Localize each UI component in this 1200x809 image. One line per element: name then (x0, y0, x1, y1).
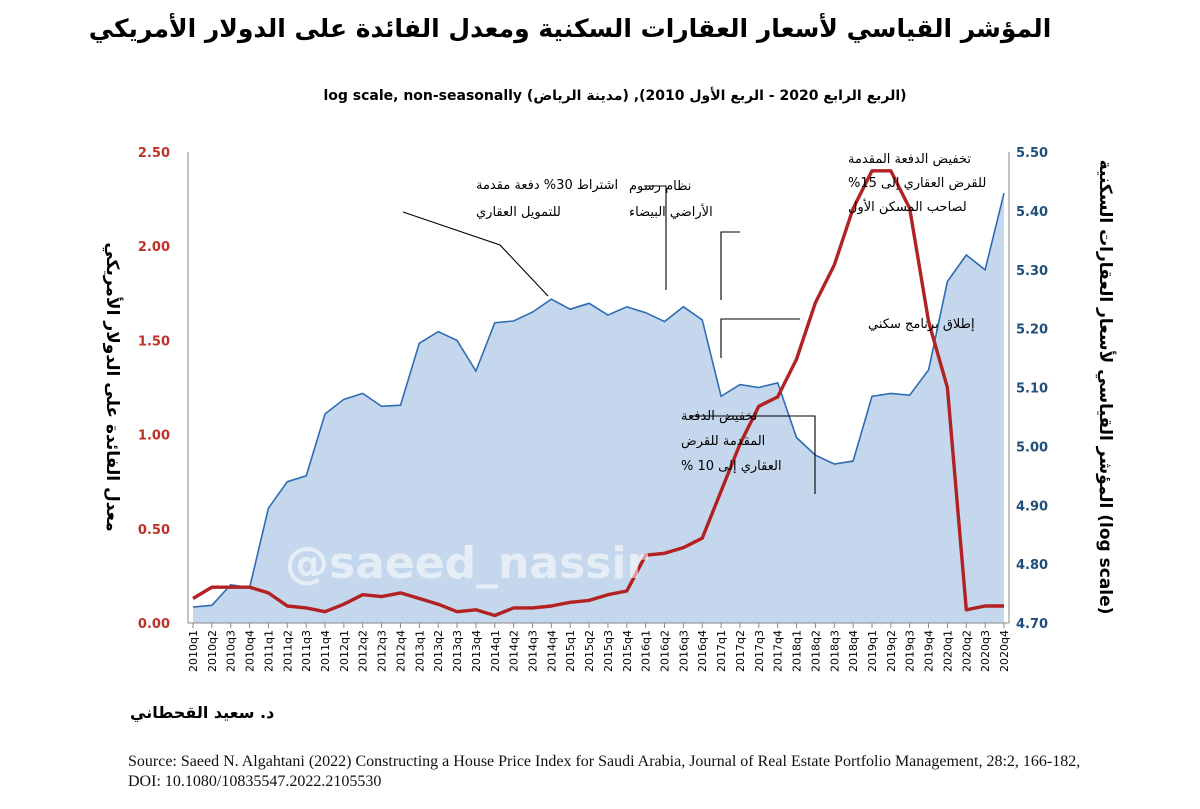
chart-title: المؤشر القياسي لأسعار العقارات السكنية و… (88, 14, 1052, 43)
x-tick-label: 2010q1 (187, 630, 200, 672)
x-tick-label: 2012q1 (338, 630, 351, 672)
left-tick-label: 0.50 (138, 523, 170, 538)
right-tick-label: 5.10 (1016, 382, 1048, 397)
x-tick-label: 2012q3 (376, 630, 389, 672)
chart-subtitle: log scale, non-seasonally (مدينة الرياض)… (323, 88, 907, 104)
watermark: @saeed_nassir (285, 538, 649, 589)
x-tick-label: 2013q4 (470, 630, 483, 672)
x-tick-label: 2019q1 (866, 630, 879, 672)
x-tick-label: 2020q1 (941, 630, 954, 672)
x-tick-label: 2014q3 (527, 630, 540, 672)
annotation-whiteland-line: الأراضي البيضاء (629, 203, 713, 220)
x-tick-label: 2011q4 (319, 630, 332, 672)
annotation-leader-10pct (690, 415, 816, 494)
x-tick-label: 2013q3 (451, 630, 464, 672)
author-name: د. سعيد القحطاني (130, 703, 275, 722)
x-tick-label: 2018q3 (828, 630, 841, 672)
annotation-whiteland-line: نظام رسوم (629, 179, 691, 194)
x-tick-label: 2015q4 (621, 630, 634, 672)
annotation-down15-line: لصاحب المسكن الأول (848, 198, 967, 215)
x-tick-label: 2014q4 (545, 630, 558, 672)
chart-area: 0.00 0.50 1.00 1.50 2.00 2.50 4.70 4.80 4.90 5.00… (102, 146, 1116, 672)
x-tick-label: 2013q2 (432, 630, 445, 672)
annotation-leader-30pct (402, 211, 549, 297)
x-tick-label: 2011q1 (262, 630, 275, 672)
right-tick-label: 4.70 (1016, 617, 1048, 632)
index-area (193, 193, 1004, 623)
x-tick-label: 2020q4 (998, 630, 1011, 672)
x-tick-label: 2012q4 (395, 630, 408, 672)
x-tick-label: 2011q2 (281, 630, 294, 672)
annotation-leader-whiteland (644, 185, 667, 290)
x-tick-label: 2014q1 (489, 630, 502, 672)
x-tick-label: 2010q3 (225, 630, 238, 672)
annotation-down30-line: اشتراط 30% دفعة مقدمة (476, 178, 618, 193)
x-tick-label: 2013q1 (413, 630, 426, 672)
right-tick-label: 5.20 (1016, 323, 1048, 338)
x-tick-label: 2012q2 (357, 630, 370, 672)
x-tick-label: 2016q4 (696, 630, 709, 672)
left-tick-label: 2.00 (138, 240, 170, 255)
annotation-down15-line: للقرض العقاري إلى 15% (848, 176, 986, 191)
x-tick-label: 2015q3 (602, 630, 615, 672)
left-tick-label: 0.00 (138, 617, 170, 632)
x-tick-label: 2010q4 (244, 630, 257, 672)
annotation-leader-15pct (720, 231, 740, 300)
x-tick-label: 2015q2 (583, 630, 596, 672)
x-tick-label: 2010q2 (206, 630, 219, 672)
x-tick-label: 2017q4 (772, 630, 785, 672)
x-tick-label: 2019q4 (923, 630, 936, 672)
annotation-down10-line: المقدمة للقرض (681, 434, 765, 449)
x-tick-label: 2016q2 (659, 630, 672, 672)
right-tick-label: 5.50 (1016, 146, 1048, 161)
left-tick-label: 1.50 (138, 334, 170, 349)
x-tick-label: 2014q2 (508, 630, 521, 672)
annotation-leader-sakani (720, 318, 800, 358)
annotation-down15-line: تخفيض الدفعة المقدمة (848, 152, 971, 167)
x-tick-label: 2019q2 (885, 630, 898, 672)
x-tick-label: 2017q2 (734, 630, 747, 672)
x-tick-label: 2020q2 (960, 630, 973, 672)
interest-rate-line (192, 169, 1004, 618)
annotation-down10-line: العقاري إلى 10 % (681, 459, 782, 474)
source-citation: Source: Saeed N. Algahtani (2022) Constr… (128, 753, 1081, 790)
left-tick-label: 2.50 (138, 146, 170, 161)
x-tick-label: 2019q3 (904, 630, 917, 672)
annotation-down10-line: تخفيض الدفعة (681, 409, 758, 424)
x-tick-label: 2017q1 (715, 630, 728, 672)
right-tick-label: 5.30 (1016, 264, 1048, 279)
right-tick-label: 5.40 (1016, 205, 1048, 220)
x-tick-label: 2017q3 (753, 630, 766, 672)
x-tick-label: 2018q4 (847, 630, 860, 672)
right-axis-label: المؤشر القياسي لأسعار العقارات السكنية (… (1095, 160, 1116, 615)
x-tick-label: 2018q2 (809, 630, 822, 672)
index-line (192, 193, 1005, 608)
left-axis-label: معدل الفائدة على الدولار الأمريكي (102, 242, 123, 531)
x-tick-label: 2020q3 (979, 630, 992, 672)
left-tick-label: 1.00 (138, 429, 170, 444)
right-tick-label: 4.90 (1016, 499, 1048, 514)
annotation-down30-line: للتمويل العقاري (476, 205, 561, 220)
right-tick-label: 5.00 (1016, 440, 1048, 455)
right-tick-label: 4.80 (1016, 558, 1048, 573)
x-tick-label: 2016q3 (677, 630, 690, 672)
x-tick-label: 2011q3 (300, 630, 313, 672)
x-tick-label: 2018q1 (791, 630, 804, 672)
annotation-sakani-line: إطلاق برنامج سكني (868, 317, 975, 332)
x-tick-label: 2016q1 (640, 630, 653, 672)
x-tick-label: 2015q1 (564, 630, 577, 672)
